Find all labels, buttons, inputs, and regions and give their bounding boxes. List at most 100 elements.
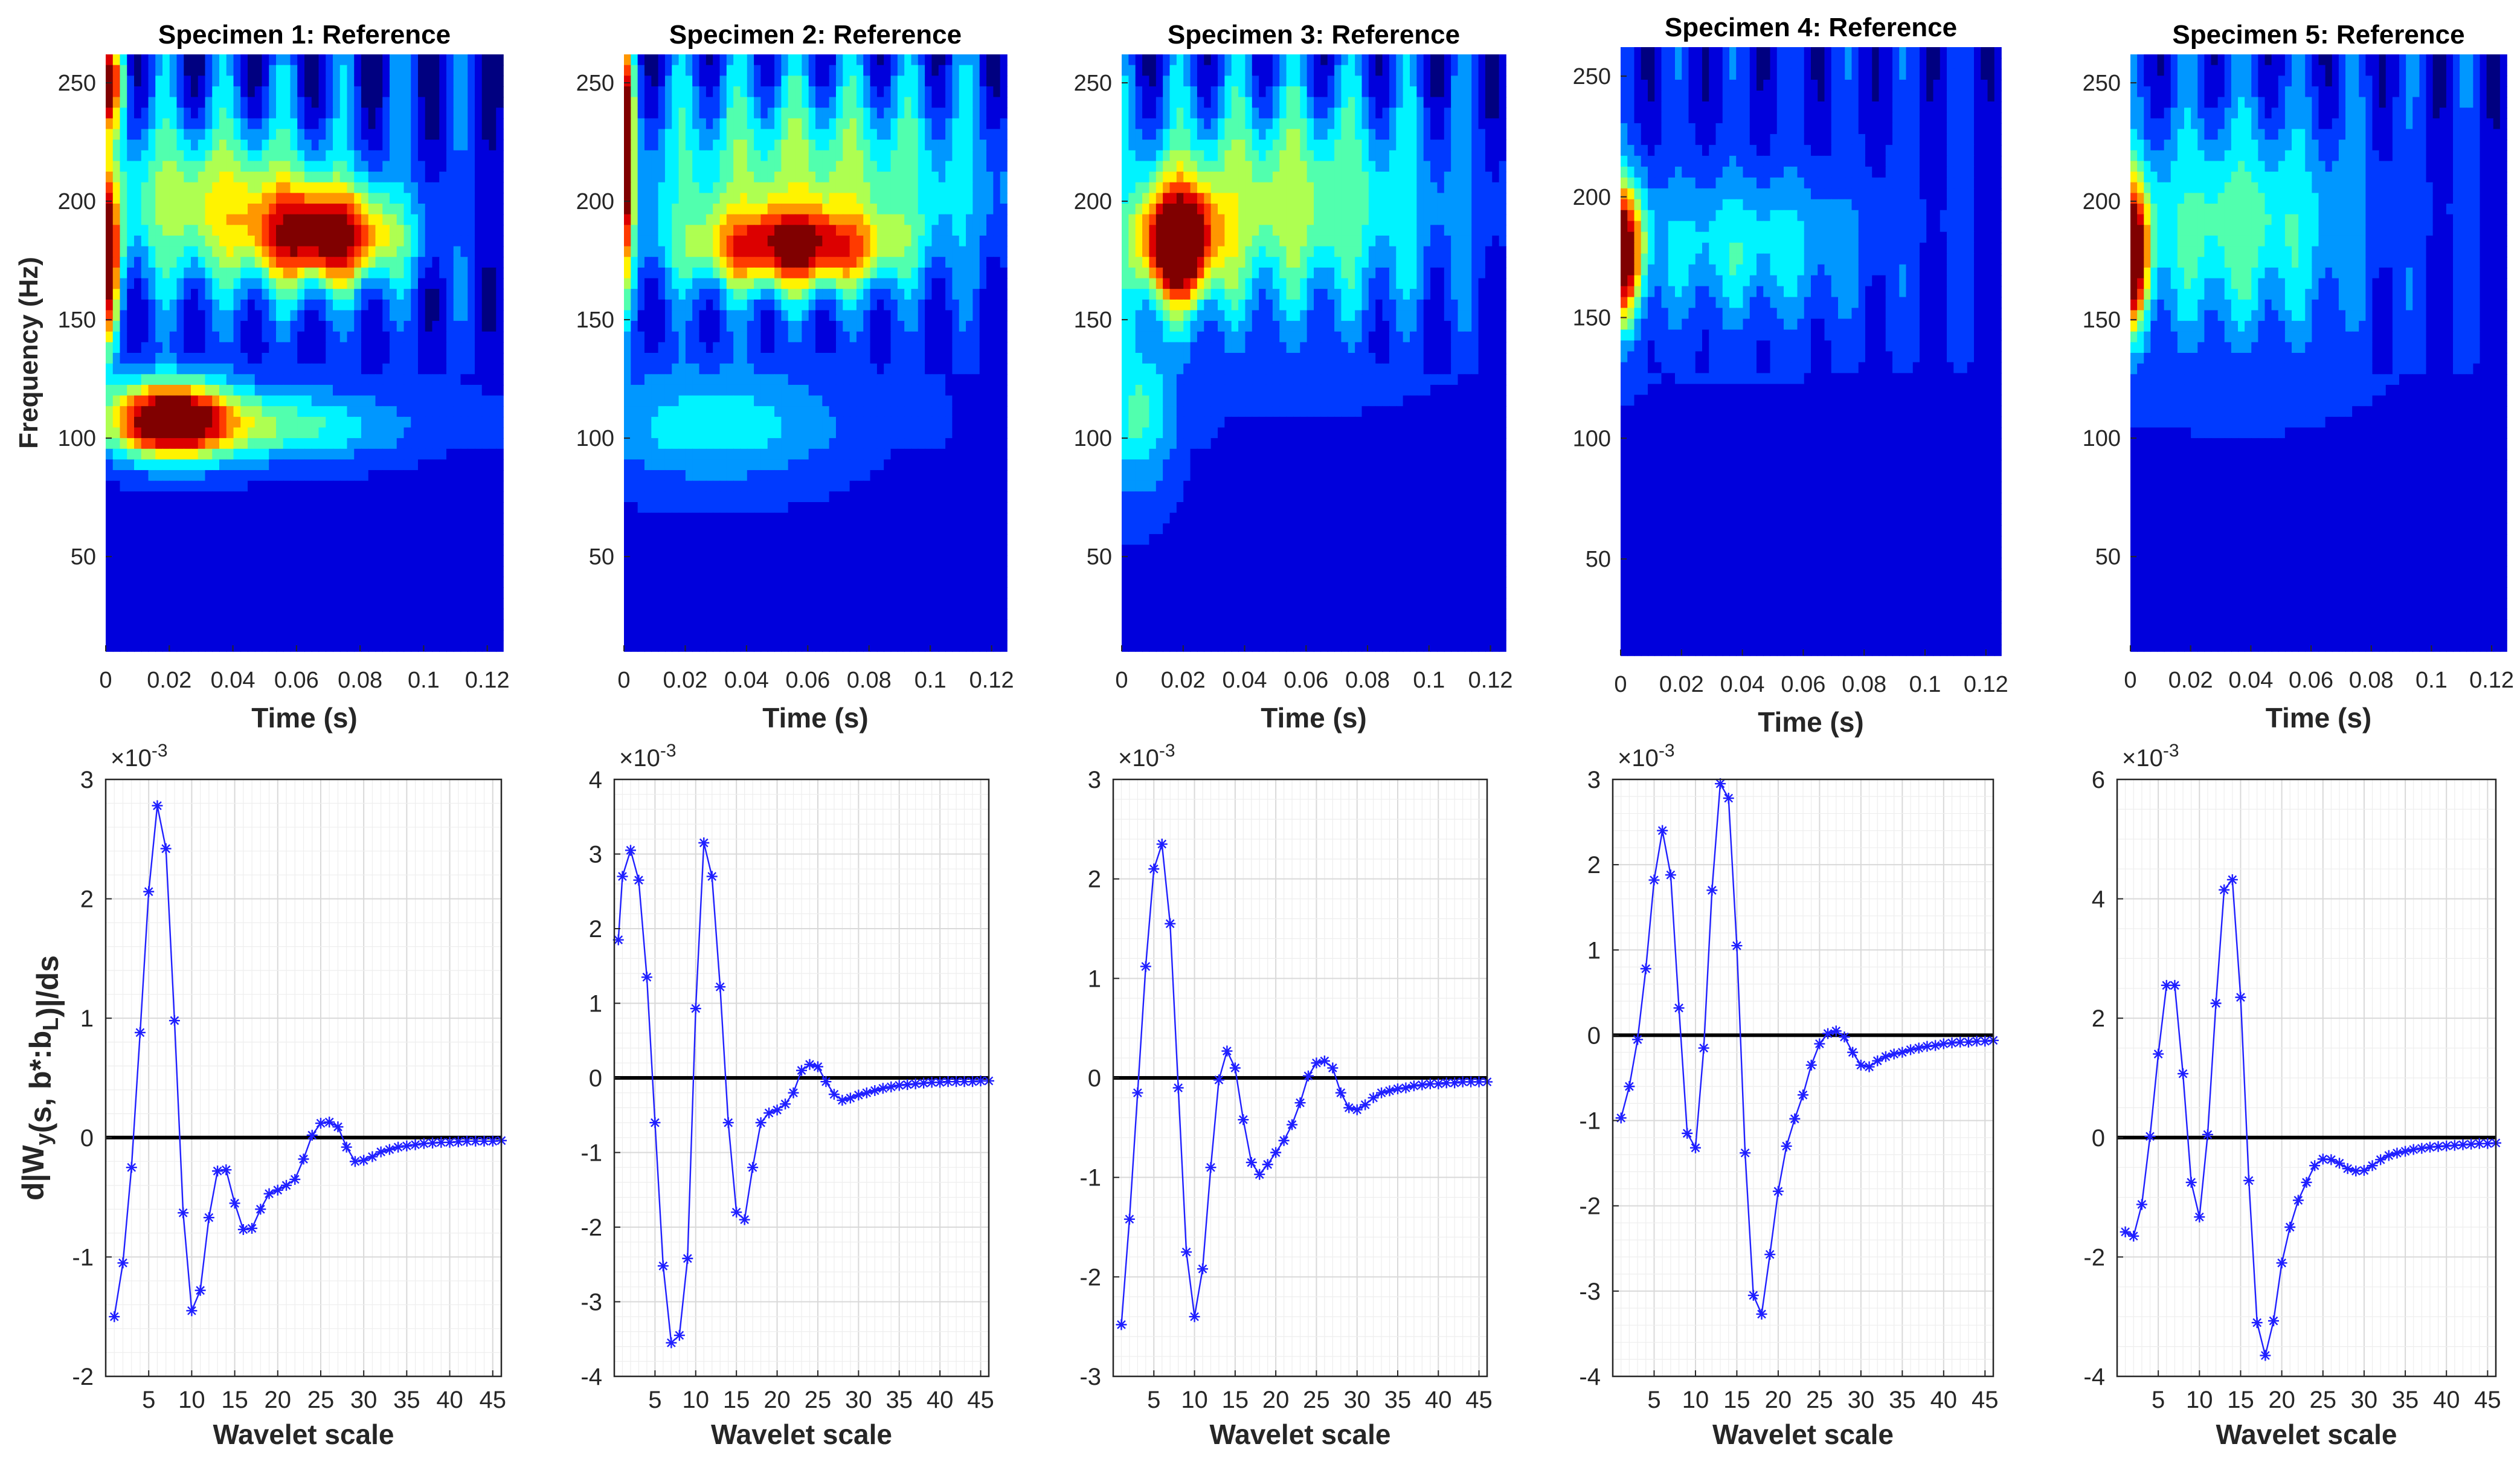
spectrogram-cell bbox=[904, 299, 912, 311]
spectrogram-cell bbox=[468, 225, 475, 236]
spectrogram-cell bbox=[788, 246, 796, 258]
spectrogram-cell bbox=[396, 395, 405, 407]
spectrogram-cell bbox=[184, 470, 191, 482]
spectrogram-cell bbox=[326, 129, 333, 140]
spectrogram-cell bbox=[432, 523, 440, 535]
spectrogram-cell bbox=[262, 502, 270, 514]
spectrogram-cell bbox=[176, 608, 185, 620]
spectrogram-cell bbox=[754, 363, 762, 375]
spectrogram-cell bbox=[106, 278, 114, 289]
spectrogram-cell bbox=[411, 257, 419, 268]
spectrogram-cell bbox=[120, 225, 128, 236]
spectrogram-cell bbox=[240, 491, 248, 503]
spectrogram-cell bbox=[658, 384, 666, 396]
spectrogram-cell bbox=[439, 502, 447, 514]
spectrogram-cell bbox=[354, 470, 362, 482]
spectrogram-cell bbox=[925, 374, 933, 385]
spectrogram-cell bbox=[184, 512, 191, 524]
spectrogram-cell bbox=[254, 470, 263, 482]
spectrogram-cell bbox=[795, 267, 803, 279]
spectrogram-cell bbox=[269, 161, 277, 172]
spectrogram-cell bbox=[651, 289, 659, 300]
spectrogram-cell bbox=[354, 608, 362, 620]
spectrogram-cell bbox=[233, 416, 242, 428]
spectrogram-cell bbox=[453, 331, 461, 343]
spectrogram-cell bbox=[747, 395, 754, 407]
spectrogram-cell bbox=[788, 225, 796, 236]
spectrogram-cell bbox=[678, 384, 686, 396]
spectrogram-cell bbox=[481, 619, 490, 631]
spectrogram-cell bbox=[644, 161, 652, 172]
spectrogram-cell bbox=[733, 172, 741, 183]
spectrogram-cell bbox=[706, 204, 713, 215]
spectrogram-cell bbox=[706, 108, 713, 119]
spectrogram-cell bbox=[106, 384, 114, 396]
spectrogram-cell bbox=[233, 640, 242, 652]
spectrogram-cell bbox=[368, 374, 376, 385]
spectrogram-cell bbox=[297, 448, 305, 460]
spectrogram-cell bbox=[162, 576, 170, 588]
spectrogram-cell bbox=[184, 193, 191, 204]
spectrogram-cell bbox=[918, 161, 925, 172]
spectrogram-cell bbox=[233, 204, 242, 215]
spectrogram-cell bbox=[226, 576, 234, 588]
spectrogram-cell bbox=[148, 427, 156, 439]
spectrogram-cell bbox=[651, 321, 659, 332]
spectrogram-cell bbox=[822, 140, 830, 151]
spectrogram-cell bbox=[169, 576, 178, 588]
spectrogram-cell bbox=[890, 363, 898, 375]
spectrogram-cell bbox=[326, 204, 333, 215]
spectrogram-cell bbox=[233, 65, 242, 77]
spectrogram-cell bbox=[754, 150, 762, 162]
spectrogram-cell bbox=[418, 129, 426, 140]
spectrogram-cell bbox=[176, 619, 185, 631]
spectrogram-cell bbox=[233, 363, 242, 375]
spectrogram-cell bbox=[283, 97, 291, 109]
spectrogram-cell bbox=[354, 278, 362, 289]
spectrogram-cell bbox=[141, 65, 149, 77]
spectrogram-cell bbox=[127, 395, 135, 407]
spectrogram-cell bbox=[468, 512, 475, 524]
spectrogram-cell bbox=[496, 150, 504, 162]
spectrogram-cell bbox=[403, 363, 412, 375]
spectrogram-cell bbox=[176, 267, 185, 279]
spectrogram-cell bbox=[333, 640, 341, 652]
spectrogram-cell bbox=[240, 76, 248, 87]
spectrogram-cell bbox=[112, 161, 121, 172]
spectrogram-cell bbox=[205, 54, 213, 66]
spectrogram-cell bbox=[959, 310, 966, 321]
spectrogram-cell bbox=[106, 246, 114, 258]
spectrogram-cell bbox=[354, 235, 362, 247]
spectrogram-cell bbox=[849, 140, 857, 151]
spectrogram-cell bbox=[339, 438, 348, 450]
spectrogram-cell bbox=[290, 289, 298, 300]
spectrogram-cell bbox=[747, 108, 754, 119]
spectrogram-cell bbox=[489, 534, 497, 546]
spectrogram-cell bbox=[290, 523, 298, 535]
spectrogram-cell bbox=[432, 193, 440, 204]
spectrogram-cell bbox=[169, 140, 178, 151]
spectrogram-cell bbox=[318, 406, 327, 418]
spectrogram-cell bbox=[453, 566, 461, 578]
spectrogram-cell bbox=[354, 97, 362, 109]
spectrogram-cell bbox=[127, 470, 135, 482]
spectrogram-cell bbox=[856, 321, 864, 332]
spectrogram-cell bbox=[672, 299, 680, 311]
spectrogram-cell bbox=[112, 384, 121, 396]
spectrogram-cell bbox=[254, 608, 263, 620]
spectrogram-cell bbox=[788, 182, 796, 194]
spectrogram-cell bbox=[658, 310, 666, 321]
spectrogram-cell bbox=[134, 619, 142, 631]
spectrogram-cell bbox=[644, 172, 652, 183]
spectrogram-cell bbox=[411, 65, 419, 77]
spectrogram-cell bbox=[904, 204, 912, 215]
spectrogram-cell bbox=[952, 214, 960, 226]
spectrogram-cell bbox=[226, 76, 234, 87]
spectrogram-cell bbox=[162, 480, 170, 492]
spectrogram-cell bbox=[184, 353, 191, 364]
spectrogram-cell bbox=[706, 118, 713, 130]
spectrogram-cell bbox=[808, 54, 816, 66]
spectrogram-cell bbox=[460, 299, 469, 311]
spectrogram-cell bbox=[664, 54, 673, 66]
spectrogram-cell bbox=[993, 384, 1001, 396]
